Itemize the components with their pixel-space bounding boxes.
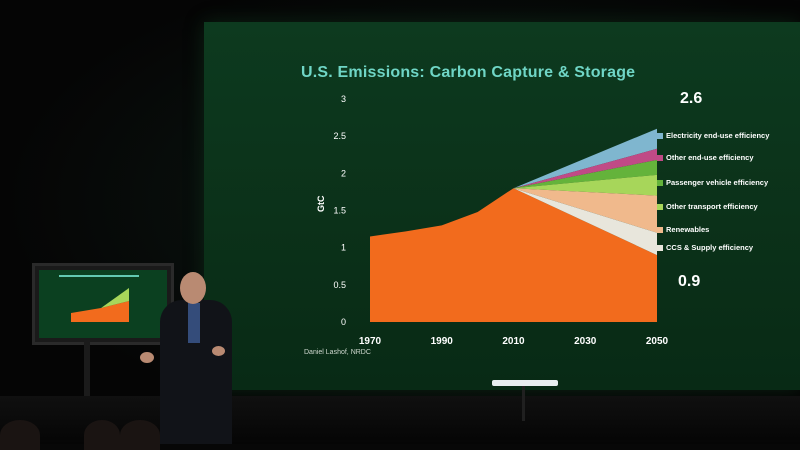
x-tick-label: 2010 (502, 336, 525, 347)
wedge-other-transport-efficiency (513, 174, 657, 196)
monitor-screen (39, 270, 167, 338)
confidence-monitor (32, 263, 174, 345)
emissions-chart: 0 0.5 1 1.5 2 2.5 3 1970 1990 2010 2030 2050 (333, 94, 669, 347)
label-2050-top: 2.6 (680, 90, 703, 107)
source-credit: Daniel Lashof, NRDC (304, 349, 371, 356)
stage-light-post (522, 386, 525, 421)
wedge-passenger-vehicle-efficiency (513, 159, 657, 189)
legend-swatch (657, 227, 663, 233)
y-tick-label: 0.5 (333, 280, 346, 290)
legend-item: Other end-use efficiency (657, 153, 776, 162)
legend-label: CCS & Supply efficiency (666, 243, 754, 252)
legend-item: CCS & Supply efficiency (657, 243, 776, 252)
legend-item: Renewables (657, 225, 776, 234)
wedge-ccs-supply-efficiency (513, 188, 657, 256)
monitor-slide-title (59, 275, 139, 277)
audience-head (120, 420, 160, 450)
legend-item: Electricity end-use efficiency (657, 131, 776, 140)
legend-label: Other end-use efficiency (666, 153, 754, 162)
presenter-shirt (188, 303, 200, 343)
monitor-thumbnail-wedges (101, 288, 129, 308)
legend-item: Passenger vehicle efficiency (657, 178, 776, 187)
legend-swatch (657, 155, 663, 161)
projection-screen: U.S. Emissions: Carbon Capture & Storage… (204, 22, 800, 390)
monitor-thumbnail-chart (71, 288, 129, 322)
monitor-thumbnail-area (71, 301, 129, 322)
legend-swatch (657, 204, 663, 210)
wedge-electricity-end-use-efficiency (513, 128, 657, 189)
y-tick-label: 3 (341, 94, 346, 104)
wedge-other-end-use-efficiency (513, 148, 657, 189)
x-tick-label: 2030 (574, 336, 597, 347)
y-tick-label: 0 (341, 317, 346, 327)
x-tick-label: 1990 (431, 336, 454, 347)
y-tick-label: 2 (341, 168, 346, 178)
x-tick-label: 2050 (646, 336, 669, 347)
y-tick-label: 1 (341, 243, 346, 253)
legend-item: Other transport efficiency (657, 202, 776, 211)
legend-label: Electricity end-use efficiency (666, 131, 770, 140)
slide-title: U.S. Emissions: Carbon Capture & Storage (301, 64, 636, 81)
audience-head (84, 420, 120, 450)
legend-swatch (657, 180, 663, 186)
legend-label: Passenger vehicle efficiency (666, 178, 769, 187)
legend-label: Renewables (666, 225, 710, 234)
x-tick-label: 1970 (359, 336, 382, 347)
legend-swatch (657, 245, 663, 251)
stage-light (492, 380, 558, 386)
presenter-hand-left (140, 352, 154, 363)
monitor-stand (84, 340, 90, 425)
presenter-hand-right (212, 346, 225, 356)
y-tick-label: 2.5 (333, 131, 346, 141)
legend-label: Other transport efficiency (666, 202, 758, 211)
audience-head (0, 420, 40, 450)
presenter-head (180, 272, 206, 304)
label-2050-bottom: 0.9 (678, 273, 701, 290)
y-tick-label: 1.5 (333, 206, 346, 216)
legend-swatch (657, 133, 663, 139)
